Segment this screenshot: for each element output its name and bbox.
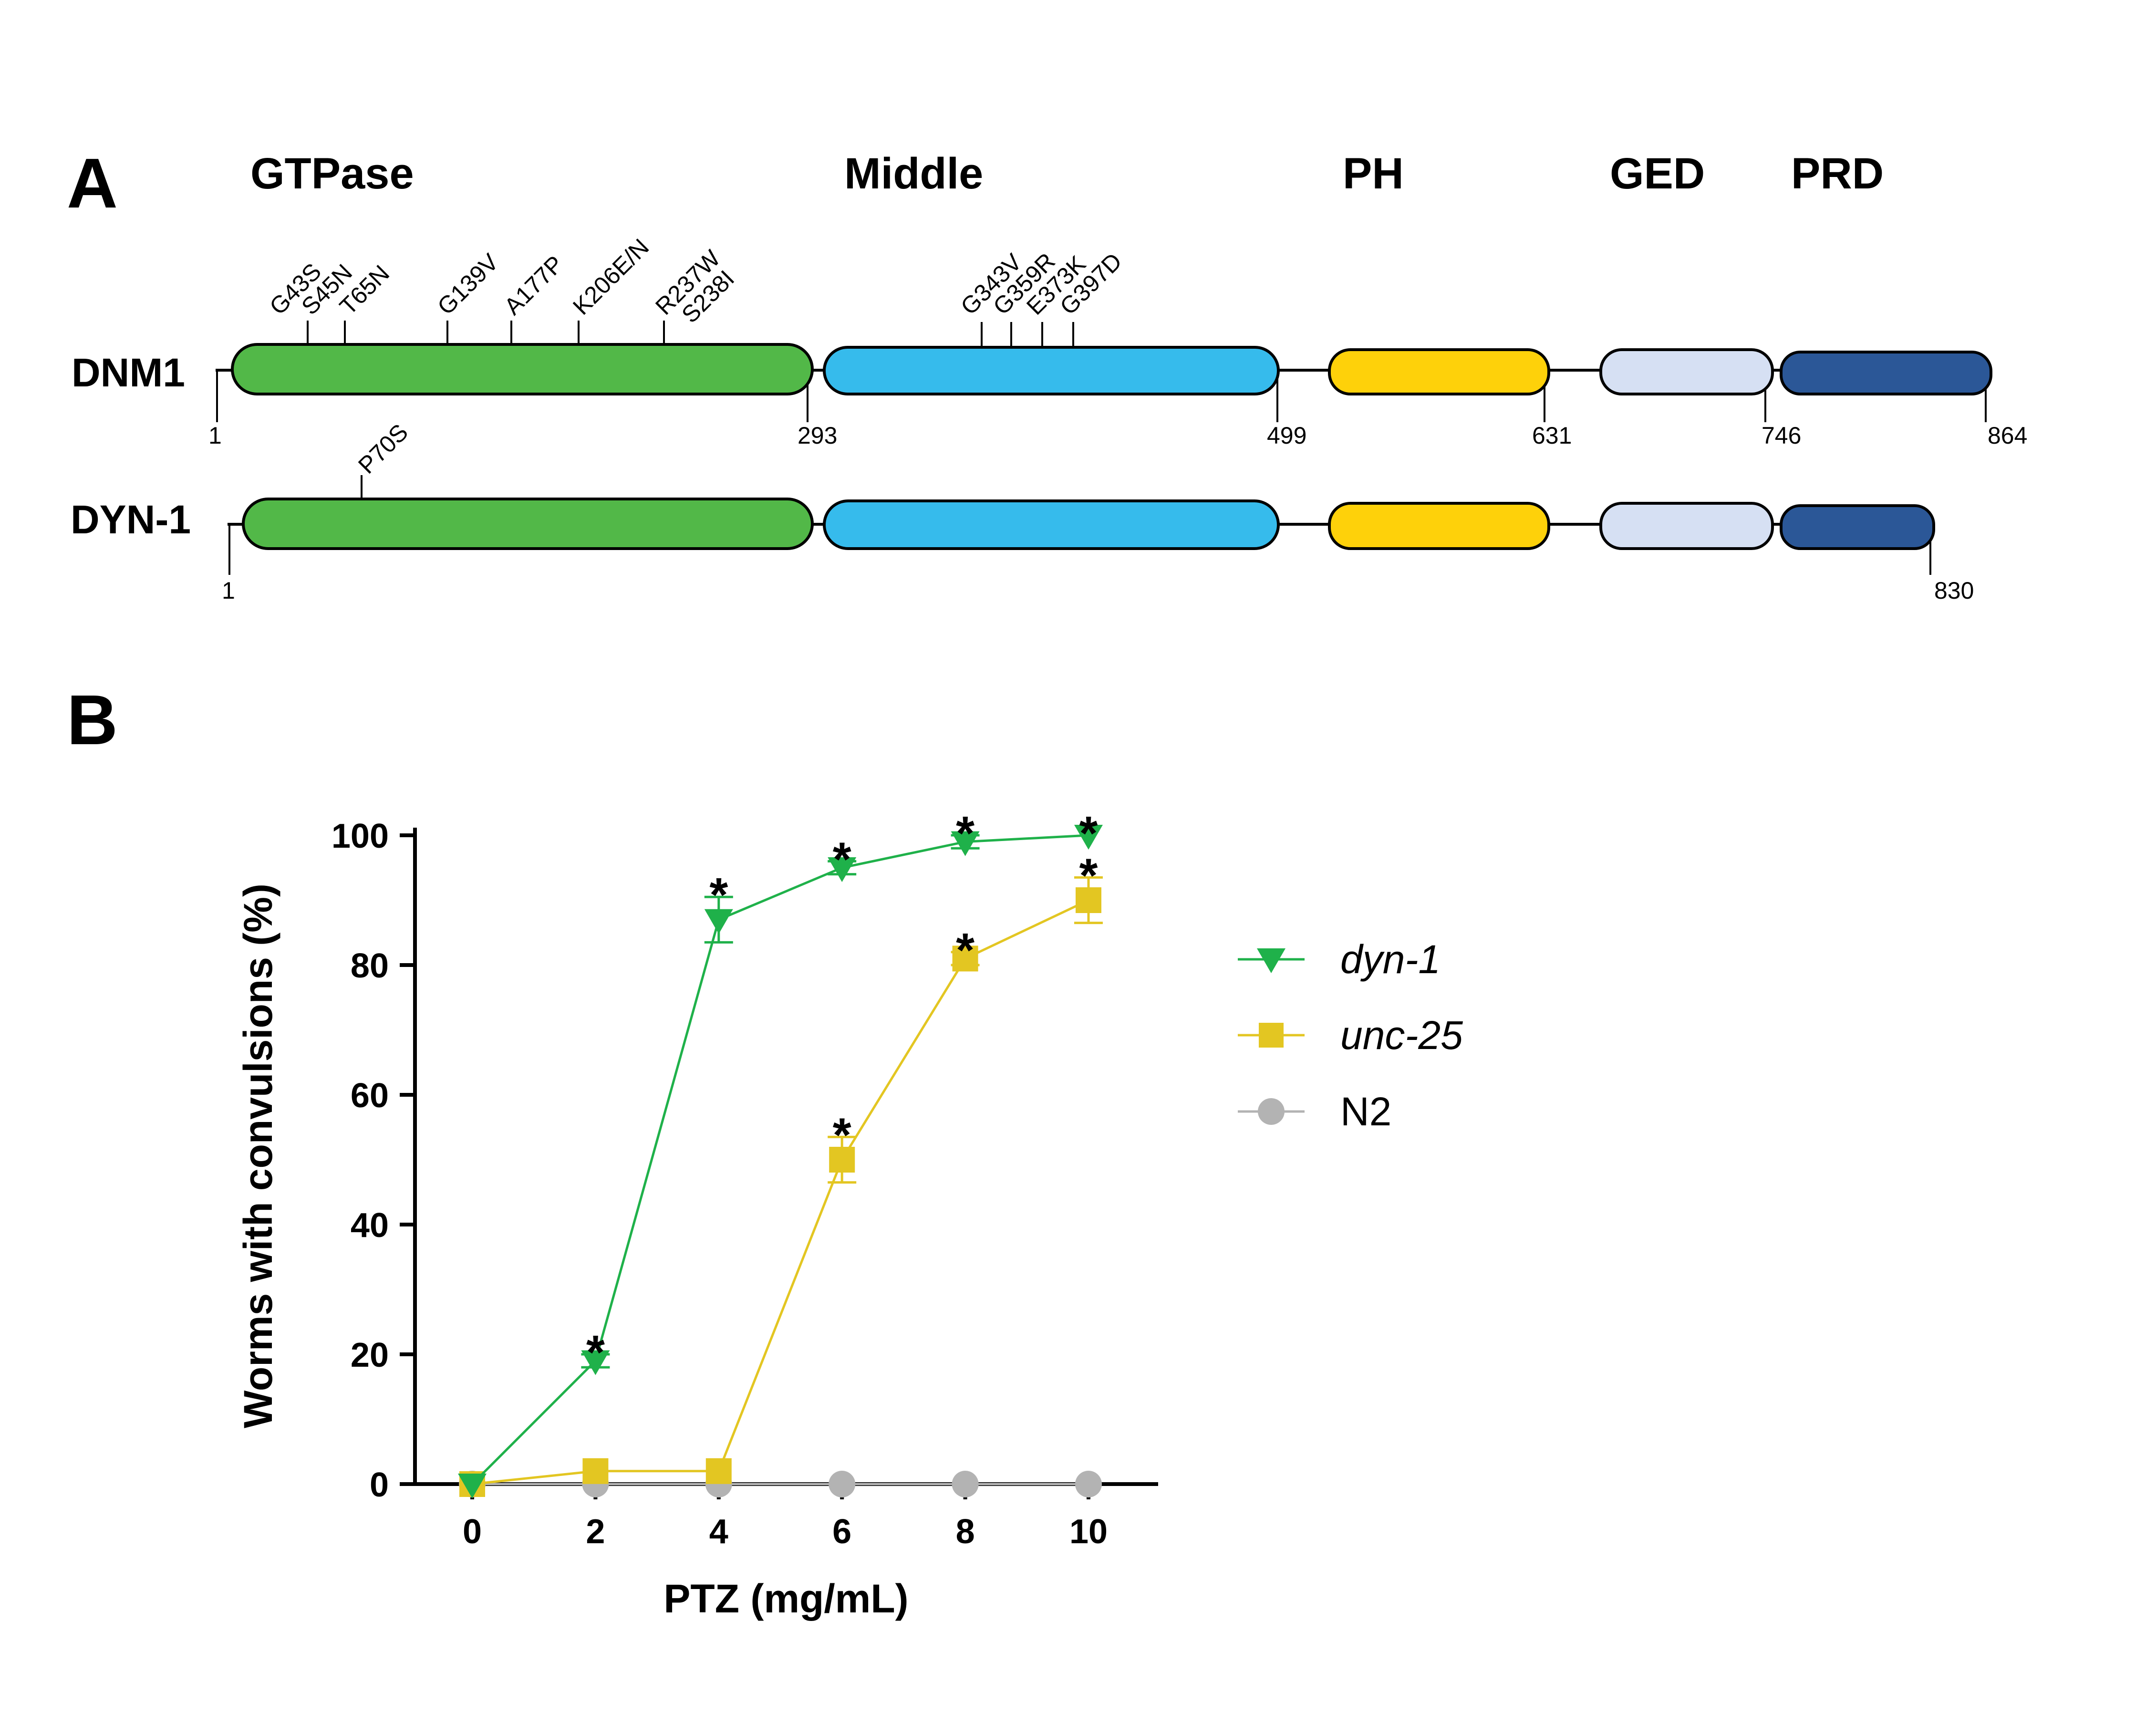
position-label: 499 <box>1267 422 1306 449</box>
mutation-label: K206E/N <box>568 234 654 320</box>
legend-label-n2: N2 <box>1340 1089 1391 1134</box>
data-point <box>582 1458 609 1484</box>
x-tick-label: 2 <box>586 1513 605 1551</box>
series-line <box>471 834 1089 1485</box>
position-label: 1 <box>222 577 235 604</box>
y-tick-label: 100 <box>332 817 389 855</box>
y-tick-label: 20 <box>351 1336 389 1374</box>
series-line <box>472 899 1089 1486</box>
series-layer <box>458 825 1103 1498</box>
dnm1-ph-domain <box>1328 348 1550 395</box>
series-unc-25 <box>459 876 1103 1497</box>
position-label: 631 <box>1532 422 1572 449</box>
panel-a: A GTPase Middle PH GED PRD DNM1 <box>67 144 2027 604</box>
y-tick-label: 0 <box>370 1466 389 1504</box>
data-point <box>951 831 980 856</box>
y-axis-ticks: 0 20 40 60 80 100 <box>332 817 415 1504</box>
data-point <box>952 1471 979 1497</box>
series-dyn-1 <box>458 825 1103 1498</box>
significance-star: * <box>956 924 974 977</box>
significance-markers: *** * **** <box>586 807 1098 1379</box>
square-icon <box>1259 1023 1284 1048</box>
domain-title-gtpase: GTPase <box>250 149 414 198</box>
x-axis-title: PTZ (mg/mL) <box>663 1576 908 1621</box>
x-tick-label: 4 <box>709 1513 728 1551</box>
circle-icon <box>1258 1098 1285 1125</box>
domain-title-middle: Middle <box>844 149 983 198</box>
position-label: 1 <box>208 422 222 449</box>
legend-item-dyn1: dyn-1 <box>1238 937 1441 982</box>
legend-label-dyn1: dyn-1 <box>1340 937 1441 982</box>
legend: dyn-1 unc-25 N2 <box>1238 937 1463 1134</box>
position-label: 830 <box>1934 577 1974 604</box>
significance-star: * <box>586 1326 605 1379</box>
x-tick-label: 8 <box>956 1513 975 1551</box>
mutation-label: P70S <box>353 419 413 479</box>
significance-star: * <box>833 1108 851 1162</box>
dyn1-label: DYN-1 <box>71 497 191 542</box>
data-point <box>581 1350 610 1375</box>
data-point <box>704 909 733 934</box>
y-axis-title: Worms with convulsions (%) <box>236 883 280 1428</box>
domain-title-ged: GED <box>1610 149 1705 198</box>
y-tick-label: 40 <box>351 1206 389 1245</box>
significance-star: * <box>1079 849 1098 902</box>
significance-star: * <box>956 807 974 860</box>
data-point <box>828 857 857 882</box>
dnm1-ged-domain <box>1599 348 1774 395</box>
panel-a-letter: A <box>67 144 118 223</box>
dyn1-middle-domain <box>823 499 1280 550</box>
domain-title-ph: PH <box>1343 149 1404 198</box>
dnm1-diagram: DNM1 G43S S45N <box>72 234 2027 449</box>
data-point <box>1075 1471 1102 1497</box>
x-tick-label: 0 <box>463 1513 482 1551</box>
x-tick-label: 6 <box>832 1513 851 1551</box>
dnm1-label: DNM1 <box>72 350 185 395</box>
position-label: 746 <box>1762 422 1801 449</box>
dyn1-ged-domain <box>1599 502 1774 550</box>
legend-label-unc25: unc-25 <box>1340 1013 1463 1058</box>
legend-item-n2: N2 <box>1238 1089 1391 1134</box>
data-point <box>829 1471 856 1497</box>
domain-title-prd: PRD <box>1791 149 1884 198</box>
legend-item-unc25: unc-25 <box>1238 1013 1463 1058</box>
data-point <box>952 945 978 972</box>
data-point <box>1076 887 1101 913</box>
dyn1-gtpase-domain <box>242 498 814 550</box>
dyn1-diagram: DYN-1 P70S 1 830 <box>71 419 1974 604</box>
panel-b-letter: B <box>67 681 118 759</box>
dyn1-prd-domain <box>1780 504 1935 550</box>
y-tick-label: 80 <box>351 947 389 985</box>
significance-star: * <box>833 832 851 886</box>
data-point <box>1074 825 1103 850</box>
mutation-label: A177P <box>499 250 569 320</box>
mutation-label: G139V <box>432 249 504 320</box>
convulsion-chart: 0 20 40 60 80 100 0 2 4 6 8 10 Worms with convulsi… <box>236 807 1158 1621</box>
dnm1-middle-domain <box>823 346 1280 395</box>
significance-star: * <box>709 868 728 922</box>
data-point <box>829 1147 855 1173</box>
y-tick-label: 60 <box>351 1077 389 1115</box>
significance-star: * <box>1079 807 1098 860</box>
panel-b: B 0 20 40 60 80 100 0 2 4 6 8 10 Worms with convul… <box>67 681 1463 1621</box>
triangle-down-icon <box>1257 948 1285 973</box>
position-label: 864 <box>1988 422 2027 449</box>
dnm1-prd-domain <box>1780 351 1992 395</box>
x-axis-ticks: 0 2 4 6 8 10 <box>463 1484 1108 1551</box>
x-tick-label: 10 <box>1069 1513 1108 1551</box>
data-point <box>705 1458 732 1484</box>
data-point <box>458 1474 487 1498</box>
dnm1-gtpase-domain <box>231 343 814 395</box>
dyn1-ph-domain <box>1328 502 1550 550</box>
position-label: 293 <box>798 422 837 449</box>
